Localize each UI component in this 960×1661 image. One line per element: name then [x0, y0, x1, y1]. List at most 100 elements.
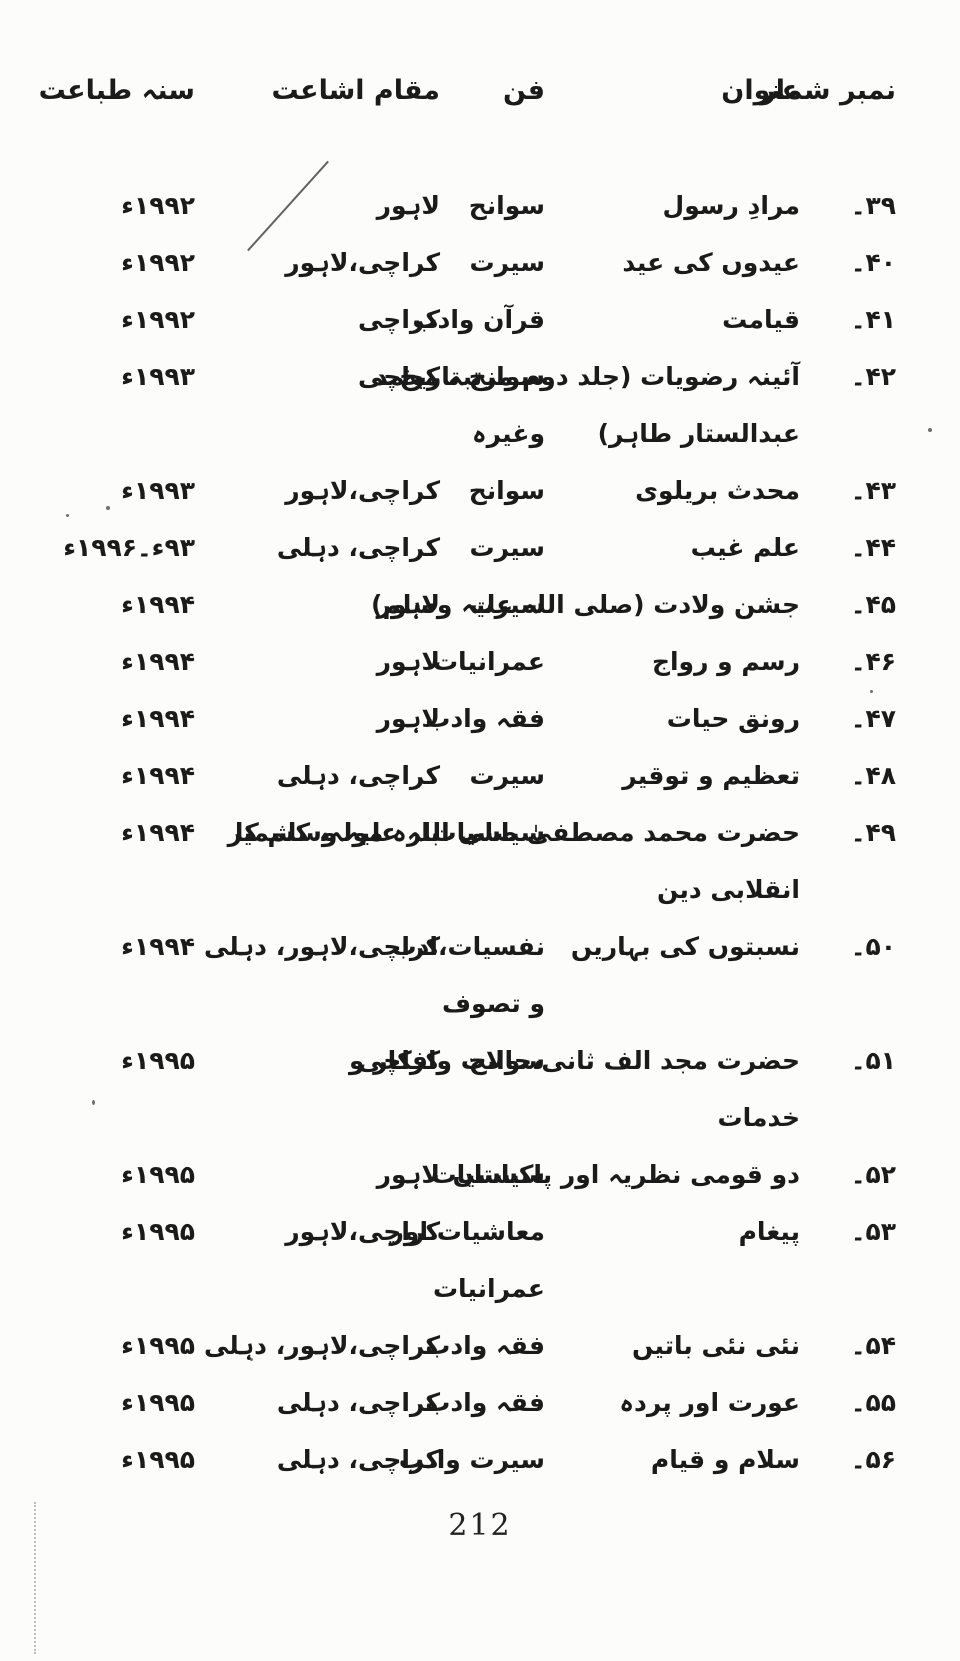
table-body: ۳۹۔ مرادِ رسول سوانح لاہور ۱۹۹۲ء ۴۰۔ عیدوں کی …	[0, 177, 896, 1488]
cell-genre: معاشیات اور عمرانیات	[390, 1203, 545, 1317]
cell-place: کراچی	[195, 291, 440, 348]
cell-year-line: ۱۹۹۳ء	[121, 362, 195, 391]
cell-place-line: لاہور	[376, 1160, 440, 1189]
cell-title-line: نسبتوں کی بہاریں	[570, 932, 800, 961]
cell-genre: سیرت وادب	[398, 1431, 545, 1488]
cell-place: کراچی، دہلی	[195, 747, 440, 804]
scan-speck	[870, 690, 873, 693]
cell-year-line: ۱۹۹۵ء	[121, 1331, 195, 1360]
cell-year: ۱۹۹۵ء	[0, 1431, 195, 1488]
cell-title-line: عیدوں کی عید	[622, 248, 800, 277]
cell-title: حضرت محمد مصطفیٰ صلی اللہ علیہ وسلم کا ان…	[235, 804, 800, 918]
header-title-label: عنوان	[721, 75, 800, 106]
cell-year: ۱۹۹۲ء	[0, 234, 195, 291]
cell-year-line: ۱۹۹۴ء	[121, 818, 195, 847]
cell-genre: سیاسیات	[431, 804, 545, 861]
table-row: ۴۱۔ قیامت قرآن وادب کراچی ۱۹۹۲ء	[0, 291, 896, 348]
cell-serial-number: ۴۶۔	[800, 633, 896, 690]
cell-serial-number-line: ۴۲۔	[850, 362, 896, 391]
cell-genre: سیاسیات	[432, 1146, 545, 1203]
table-row: ۴۹۔ حضرت محمد مصطفیٰ صلی اللہ علیہ وسلم ک…	[0, 804, 896, 918]
cell-place-line: کراچی	[358, 305, 440, 334]
scan-speck	[250, 1358, 253, 1361]
cell-place-line: لاہور	[376, 704, 440, 733]
scan-speck	[92, 1100, 95, 1105]
table-row: ۵۲۔ دو قومی نظریہ اور پاکستان سیاسیات لاہور…	[0, 1146, 896, 1203]
cell-title-line: دو قومی نظریہ اور پاکستان	[452, 1160, 800, 1189]
cell-serial-number: ۴۸۔	[800, 747, 896, 804]
table-row: ۴۲۔ آئینہ رضویات (جلد دوم مرتبہ محمد عبدال…	[0, 348, 896, 462]
cell-genre: سیرت	[440, 576, 545, 633]
cell-genre: نفسیات،ادب و تصوف	[391, 918, 545, 1032]
cell-title: رونق حیات	[545, 690, 800, 747]
cell-serial-number: ۵۱۔	[800, 1032, 896, 1089]
scan-speck	[928, 428, 932, 432]
cell-year-line: ۱۹۹۵ء	[121, 1445, 195, 1474]
cell-genre-line: سیرت وادب	[398, 1445, 545, 1474]
cell-genre: سوانح	[440, 1032, 545, 1089]
cell-serial-number-line: ۵۴۔	[850, 1331, 896, 1360]
cell-year: ۱۹۹۵ء	[0, 1032, 195, 1089]
scanned-page: نمبر شمار عنوان فن مقام اشاعت سنہ طباعت …	[0, 62, 960, 1661]
cell-year-line: ۱۹۹۴ء	[121, 932, 195, 961]
cell-title-line: خدمات	[717, 1103, 800, 1132]
cell-serial-number-line: ۴۵۔	[850, 590, 896, 619]
cell-serial-number-line: ۴۸۔	[850, 761, 896, 790]
cell-year-line: ۱۹۹۵ء	[121, 1388, 195, 1417]
cell-year: ۱۹۹۴ء	[0, 747, 195, 804]
table-row: ۴۰۔ عیدوں کی عید سیرت کراچی،لاہور ۱۹۹۲ء	[0, 234, 896, 291]
publications-table: نمبر شمار عنوان فن مقام اشاعت سنہ طباعت …	[0, 62, 960, 1488]
cell-year-line: ۹۳ء۔۱۹۹۶ء	[63, 533, 195, 562]
header-genre-label: فن	[503, 75, 545, 106]
cell-title-line: جشن ولادت (صلی اللہ علیہ وسلم)	[371, 590, 800, 619]
cell-place: کراچی، دہلی	[195, 1374, 440, 1431]
cell-title: عیدوں کی عید	[545, 234, 800, 291]
cell-serial-number: ۵۳۔	[800, 1203, 896, 1260]
cell-place-line: کراچی،لاہور	[285, 476, 440, 505]
cell-genre-line: سیاسیات	[431, 818, 545, 847]
cell-title: آئینہ رضویات (جلد دوم مرتبہ محمد عبدالستا…	[375, 348, 800, 462]
cell-genre: فقہ وادب	[425, 1317, 545, 1374]
cell-genre-line: و تصوف	[442, 989, 545, 1018]
cell-genre-line: فقہ وادب	[425, 1331, 545, 1360]
cell-serial-number: ۴۳۔	[800, 462, 896, 519]
cell-genre: سوانح	[440, 177, 545, 234]
table-row: ۴۶۔ رسم و رواج عمرانیات لاہور ۱۹۹۴ء	[0, 633, 896, 690]
cell-serial-number: ۴۹۔	[800, 804, 896, 861]
cell-title-line: رسم و رواج	[651, 647, 800, 676]
header-title: عنوان	[545, 62, 800, 119]
cell-genre-line: قرآن وادب	[412, 305, 545, 334]
cell-title-line: مرادِ رسول	[662, 191, 800, 220]
cell-place: کراچی،لاہور	[195, 234, 440, 291]
cell-title: رسم و رواج	[545, 633, 800, 690]
cell-title: قیامت	[545, 291, 800, 348]
cell-year: ۱۹۹۴ء	[0, 576, 195, 633]
cell-title-line: عورت اور پردہ	[619, 1388, 800, 1417]
cell-serial-number: ۴۵۔	[800, 576, 896, 633]
cell-year-line: ۱۹۹۲ء	[121, 305, 195, 334]
table-row: ۵۳۔ پیغام معاشیات اور عمرانیات کراچی،لاہور ۱۹…	[0, 1203, 896, 1317]
cell-place: لاہور	[195, 177, 440, 234]
cell-year: ۱۹۹۴ء	[0, 918, 195, 975]
cell-serial-number-line: ۵۱۔	[850, 1046, 896, 1075]
cell-title-line: علم غیب	[690, 533, 800, 562]
cell-serial-number-line: ۴۴۔	[850, 533, 896, 562]
cell-serial-number: ۴۲۔	[800, 348, 896, 405]
cell-place: لاہور	[195, 576, 440, 633]
cell-title: محدث بریلوی	[545, 462, 800, 519]
cell-genre-line: سیرت	[469, 533, 545, 562]
cell-title-line: انقلابی دین	[656, 875, 800, 904]
cell-place-line: کراچی،لاہور	[285, 1217, 440, 1246]
cell-serial-number-line: ۴۶۔	[850, 647, 896, 676]
cell-serial-number-line: ۴۹۔	[850, 818, 896, 847]
cell-serial-number-line: ۵۰۔	[850, 932, 896, 961]
cell-title-line: محدث بریلوی	[635, 476, 800, 505]
cell-year: ۱۹۹۲ء	[0, 177, 195, 234]
table-row: ۵۴۔ نئی نئی باتیں فقہ وادب کراچی،لاہور، دہل…	[0, 1317, 896, 1374]
cell-serial-number: ۵۶۔	[800, 1431, 896, 1488]
cell-year-line: ۱۹۹۲ء	[121, 248, 195, 277]
cell-genre-line: سوانح	[468, 476, 545, 505]
cell-year-line: ۱۹۹۳ء	[121, 476, 195, 505]
cell-title-line: تعظیم و توقیر	[622, 761, 800, 790]
cell-year: ۱۹۹۵ء	[0, 1146, 195, 1203]
